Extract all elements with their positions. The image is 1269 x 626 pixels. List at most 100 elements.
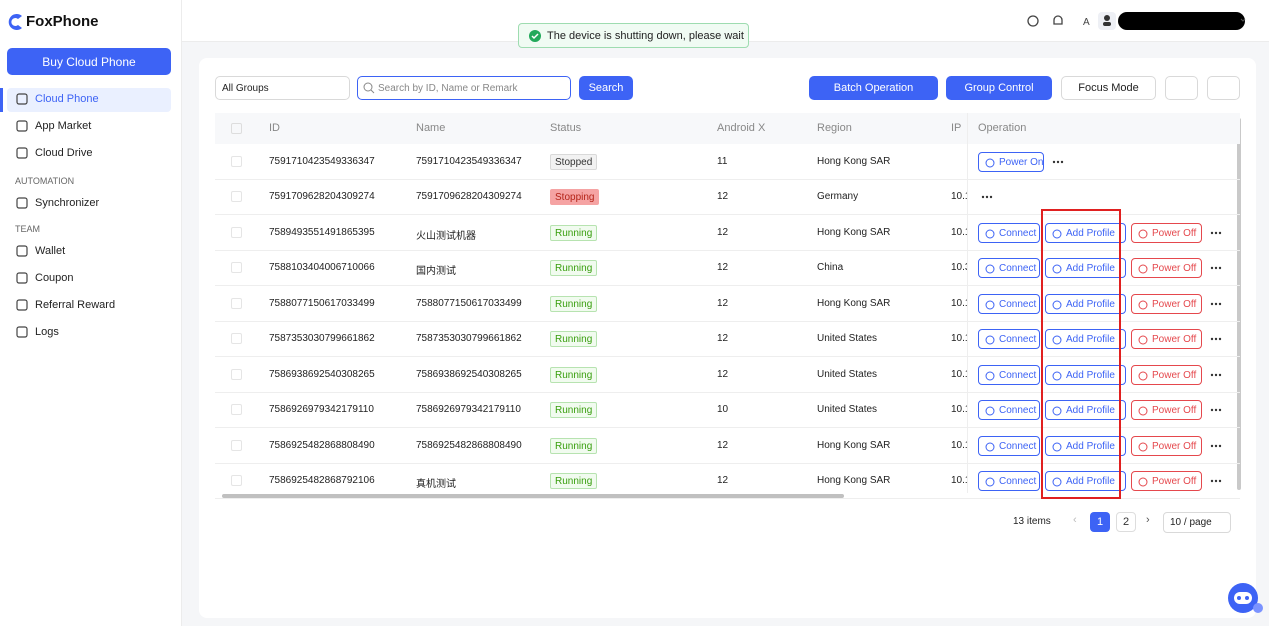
- action-button[interactable]: Add Profile: [1045, 222, 1126, 243]
- action-icon-glyph: [1052, 335, 1062, 345]
- cell-region: China: [817, 262, 844, 274]
- cell-ip: 10.1: [951, 191, 967, 203]
- action-button[interactable]: Connect: [978, 435, 1040, 456]
- pagination-total: 13 items: [1013, 516, 1051, 527]
- cell-name: 7586926979342179110: [416, 404, 521, 416]
- action-button[interactable]: Power Off: [1131, 471, 1202, 492]
- action-icon: [1136, 440, 1150, 454]
- next-page[interactable]: ›: [1146, 514, 1150, 526]
- action-button[interactable]: Connect: [978, 329, 1040, 350]
- cell-android: 12: [717, 262, 729, 274]
- action-button[interactable]: Power Off: [1131, 329, 1202, 350]
- operation-divider: [967, 113, 968, 493]
- nav-item[interactable]: Synchronizer: [35, 197, 100, 209]
- chat-bot-button[interactable]: [1225, 580, 1265, 616]
- nav-item[interactable]: Logs: [35, 326, 59, 338]
- action-button[interactable]: Connect: [978, 471, 1040, 492]
- cell-name: 7587353030799661862: [416, 333, 522, 345]
- more-button[interactable]: [1209, 297, 1223, 311]
- page-number[interactable]: 1: [1090, 512, 1110, 532]
- more-button[interactable]: [1209, 261, 1223, 275]
- action-button[interactable]: Connect: [978, 364, 1040, 385]
- cell-region: Hong Kong SAR: [817, 475, 891, 487]
- action-button[interactable]: Power Off: [1131, 222, 1202, 243]
- group-select[interactable]: All Groups: [215, 76, 350, 100]
- page-size-select[interactable]: 10 / page: [1163, 512, 1231, 533]
- action-label: Add Profile: [1066, 405, 1115, 417]
- action-button[interactable]: Power On: [978, 151, 1044, 172]
- action-icon: [983, 404, 997, 418]
- nav-item[interactable]: Cloud Phone: [35, 93, 99, 105]
- action-button[interactable]: Connect: [978, 222, 1040, 243]
- action-button[interactable]: Add Profile: [1045, 400, 1126, 421]
- action-icon-glyph: [985, 158, 995, 168]
- action-button[interactable]: Add Profile: [1045, 364, 1126, 385]
- row-checkbox[interactable]: [231, 368, 242, 380]
- action-icon: [1136, 298, 1150, 312]
- nav-item[interactable]: Wallet: [35, 245, 66, 257]
- page-size-text: 10 / page: [1170, 517, 1212, 528]
- more-button[interactable]: [1209, 368, 1223, 382]
- highlight-box: [1041, 209, 1121, 499]
- action-button[interactable]: Add Profile: [1045, 329, 1126, 350]
- batch-operation-button[interactable]: Batch Operation: [809, 76, 938, 100]
- settings-button[interactable]: [1165, 76, 1198, 100]
- action-label: Connect: [999, 405, 1037, 417]
- action-button[interactable]: Power Off: [1131, 364, 1202, 385]
- action-button[interactable]: Power Off: [1131, 435, 1202, 456]
- nav-icon-glyph: [16, 93, 28, 105]
- row-checkbox[interactable]: [231, 333, 242, 345]
- nav-item[interactable]: Coupon: [35, 272, 74, 284]
- action-button[interactable]: Connect: [978, 400, 1040, 421]
- cell-android: 12: [717, 475, 729, 487]
- nav-item[interactable]: App Market: [35, 120, 92, 132]
- cell-android: 12: [717, 333, 729, 345]
- nav-item[interactable]: Referral Reward: [35, 299, 116, 311]
- search-button[interactable]: Search: [579, 76, 633, 100]
- search-input[interactable]: Search by ID, Name or Remark: [357, 76, 571, 100]
- action-button[interactable]: Power Off: [1131, 400, 1202, 421]
- row-checkbox[interactable]: [231, 297, 242, 309]
- cell-name: 7586938692540308265: [416, 368, 522, 380]
- header-icons[interactable]: A: [1025, 12, 1097, 30]
- action-button[interactable]: Add Profile: [1045, 293, 1126, 314]
- action-button[interactable]: Power Off: [1131, 258, 1202, 279]
- row-checkbox[interactable]: [231, 439, 242, 451]
- focus-mode-button[interactable]: Focus Mode: [1061, 76, 1156, 100]
- refresh-button[interactable]: [1207, 76, 1240, 100]
- row-checkbox[interactable]: [231, 226, 242, 238]
- action-button[interactable]: Power Off: [1131, 293, 1202, 314]
- prev-page[interactable]: ‹: [1073, 514, 1077, 526]
- row-checkbox[interactable]: [231, 155, 242, 167]
- more-button[interactable]: [1209, 226, 1223, 240]
- action-icon-glyph: [1138, 229, 1148, 239]
- more-button[interactable]: [1209, 403, 1223, 417]
- page-number[interactable]: 2: [1116, 512, 1136, 532]
- scrollbar-horizontal: [222, 494, 844, 498]
- buy-cloud-phone-button[interactable]: Buy Cloud Phone: [7, 48, 171, 75]
- search-icon: [362, 81, 376, 95]
- action-icon-glyph: [985, 264, 995, 274]
- row-checkbox[interactable]: [231, 191, 242, 203]
- more-button[interactable]: [1209, 439, 1223, 453]
- cell-region: Hong Kong SAR: [817, 226, 891, 238]
- row-checkbox[interactable]: [231, 404, 242, 416]
- action-button[interactable]: Add Profile: [1045, 435, 1126, 456]
- more-button-glyph: [1210, 373, 1222, 376]
- action-button[interactable]: Add Profile: [1045, 258, 1126, 279]
- action-button[interactable]: Connect: [978, 293, 1040, 314]
- nav-item[interactable]: Cloud Drive: [35, 147, 93, 159]
- column-header: Operation: [978, 122, 1027, 134]
- row-checkbox[interactable]: [231, 262, 242, 274]
- more-button[interactable]: [1209, 332, 1223, 346]
- nav-icon-glyph: [16, 245, 28, 257]
- action-button[interactable]: Add Profile: [1045, 471, 1126, 492]
- action-button[interactable]: Connect: [978, 258, 1040, 279]
- action-label: Connect: [999, 476, 1037, 488]
- row-checkbox[interactable]: [231, 475, 242, 487]
- more-button[interactable]: [1051, 155, 1065, 169]
- more-button[interactable]: [1209, 474, 1223, 488]
- status-tag: Running: [550, 224, 598, 241]
- more-button[interactable]: [980, 190, 994, 204]
- group-control-button[interactable]: Group Control: [946, 76, 1052, 100]
